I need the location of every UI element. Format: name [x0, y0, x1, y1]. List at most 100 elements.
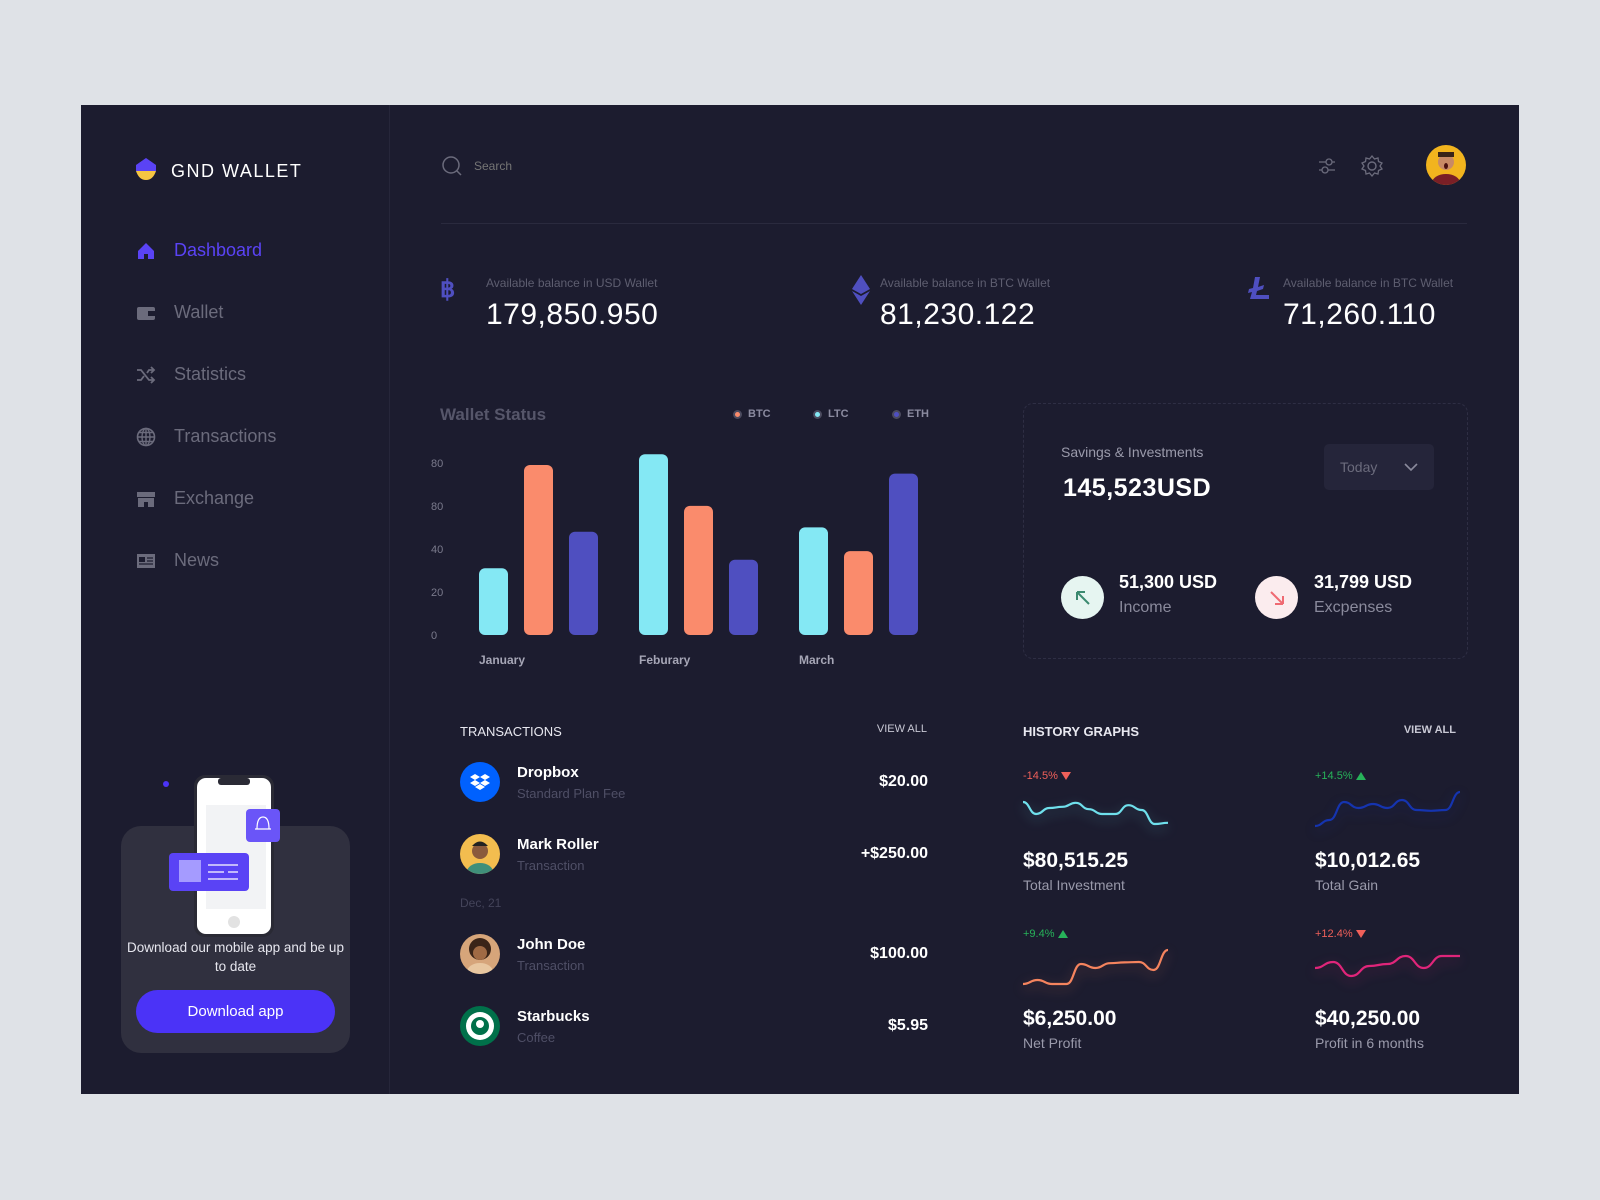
- bar-btc-feburary: [684, 505, 713, 635]
- sidebar-item-statistics[interactable]: Statistics: [136, 364, 246, 385]
- sparkline: [1022, 800, 1169, 826]
- y-tick-label: 0: [431, 630, 437, 642]
- sidebar-item-dashboard[interactable]: Dashboard: [136, 240, 262, 261]
- change-percent: +9.4%: [1023, 928, 1055, 940]
- history-graph-card[interactable]: +12.4% $40,250.00 Profit in 6 months: [1314, 928, 1475, 1051]
- expenses-icon: [1255, 576, 1298, 619]
- trend-down-icon: [1060, 772, 1071, 780]
- newspaper-icon: [137, 553, 155, 568]
- wallet-status-chart: 0 20 40 80 80 January Feburary March: [431, 454, 918, 667]
- sparkline: [1314, 954, 1460, 978]
- y-tick-label: 40: [431, 544, 443, 556]
- transaction-subtitle: Transaction: [517, 857, 585, 873]
- graph-value: $80,515.25: [1023, 849, 1129, 872]
- transaction-subtitle: Transaction: [517, 957, 585, 973]
- income-label: Income: [1119, 599, 1172, 616]
- transaction-name: Dropbox: [517, 763, 579, 781]
- sidebar-item-label: Exchange: [174, 488, 255, 508]
- history-view-all-link[interactable]: VIEW ALL: [1403, 724, 1456, 736]
- bar-btc-january: [524, 465, 553, 635]
- bitcoin-icon: ฿: [440, 276, 455, 303]
- expenses-value: 31,799 USD: [1314, 572, 1413, 592]
- sidebar-item-label: News: [174, 550, 220, 570]
- graph-value: $40,250.00: [1315, 1007, 1421, 1030]
- balance-label: Available balance in USD Wallet: [486, 276, 658, 290]
- ethereum-icon: [852, 275, 870, 305]
- promo-text: Download our mobile app and be up to dat…: [127, 940, 344, 974]
- history-graph-card[interactable]: +14.5% $10,012.65 Total Gain: [1314, 770, 1475, 893]
- sparkline: [1022, 948, 1169, 986]
- legend-dot: [813, 409, 822, 419]
- shuffle-icon: [137, 365, 156, 384]
- svg-text:฿: ฿: [440, 276, 455, 303]
- transaction-amount: $5.95: [887, 1017, 928, 1034]
- app-name: GND WALLET: [171, 161, 303, 181]
- bar-ltc-january: [479, 568, 508, 635]
- wallet-icon: [137, 306, 155, 320]
- legend-label: LTC: [828, 408, 849, 420]
- history-graph-card[interactable]: +9.4% $6,250.00 Net Profit: [1022, 928, 1183, 1051]
- transactions-title: TRANSACTIONS: [460, 724, 562, 739]
- sidebar-item-label: Transactions: [174, 426, 277, 446]
- legend-label: ETH: [907, 408, 929, 420]
- transaction-name: Starbucks: [517, 1007, 590, 1025]
- history-title: HISTORY GRAPHS: [1023, 724, 1140, 739]
- legend-item-ltc: LTC: [813, 408, 849, 420]
- y-tick-label: 80: [431, 458, 443, 470]
- transactions-view-all-link[interactable]: VIEW ALL: [876, 723, 927, 735]
- income-icon: [1061, 576, 1104, 619]
- y-tick-label: 80: [431, 501, 443, 513]
- trend-up-icon: [1355, 772, 1366, 780]
- transaction-row[interactable]: Mark Roller Transaction +$250.00: [460, 832, 928, 876]
- chart-title: Wallet Status: [440, 405, 547, 424]
- header-divider: [441, 223, 1467, 224]
- john-doe-avatar: [460, 934, 500, 974]
- dropbox-logo-icon: [460, 762, 500, 802]
- bar-eth-march: [889, 473, 918, 635]
- transaction-row[interactable]: John Doe Transaction $100.00: [460, 932, 928, 976]
- balance-label: Available balance in BTC Wallet: [1283, 276, 1454, 290]
- user-avatar[interactable]: [1426, 145, 1466, 185]
- sidebar-item-transactions[interactable]: Transactions: [136, 426, 276, 447]
- balance-label: Available balance in BTC Wallet: [880, 276, 1051, 290]
- transaction-row[interactable]: Starbucks Coffee $5.95: [460, 1004, 928, 1048]
- balance-value: 71,260.110: [1283, 298, 1436, 331]
- graph-label: Net Profit: [1023, 1035, 1082, 1051]
- legend-dot: [733, 409, 742, 419]
- litecoin-icon: [1248, 277, 1269, 299]
- x-tick-label: January: [479, 653, 525, 667]
- search-input[interactable]: [474, 155, 774, 177]
- chevron-down-icon: [1404, 463, 1418, 472]
- transaction-name: John Doe: [517, 935, 586, 953]
- graph-label: Total Gain: [1315, 877, 1379, 893]
- gear-icon[interactable]: [1360, 154, 1384, 178]
- mark-roller-avatar: [460, 834, 500, 874]
- trend-up-icon: [1057, 930, 1068, 938]
- transaction-amount: $100.00: [870, 945, 928, 962]
- sidebar-item-exchange[interactable]: Exchange: [136, 488, 254, 509]
- filter-icon[interactable]: [1317, 155, 1337, 177]
- x-tick-label: March: [799, 653, 834, 667]
- sidebar-item-label: Statistics: [174, 364, 247, 384]
- balance-value: 179,850.950: [486, 298, 659, 331]
- globe-icon: [136, 427, 156, 446]
- sidebar-item-wallet[interactable]: Wallet: [136, 302, 223, 323]
- download-app-button[interactable]: Download app: [136, 990, 335, 1033]
- bar-btc-march: [844, 551, 873, 635]
- y-tick-label: 20: [431, 587, 443, 599]
- sidebar-item-news[interactable]: News: [136, 550, 219, 571]
- transaction-subtitle: Coffee: [517, 1029, 556, 1045]
- graph-value: $6,250.00: [1023, 1007, 1117, 1030]
- bar-ltc-feburary: [639, 454, 668, 635]
- transaction-row[interactable]: Dropbox Standard Plan Fee $20.00: [460, 760, 928, 804]
- starbucks-logo-icon: [460, 1006, 500, 1046]
- dashboard-window: GND WALLET Dashboard Wallet Statistics Tran…: [81, 105, 1519, 1094]
- store-icon: [137, 491, 155, 507]
- trend-down-icon: [1355, 930, 1366, 938]
- home-icon: [138, 242, 154, 259]
- phone-illustration-icon: [163, 775, 280, 937]
- bar-eth-january: [569, 531, 598, 635]
- history-graph-card[interactable]: -14.5% $80,515.25 Total Investment: [1022, 770, 1183, 893]
- period-dropdown[interactable]: Today: [1324, 444, 1434, 490]
- logo-icon: [136, 158, 156, 180]
